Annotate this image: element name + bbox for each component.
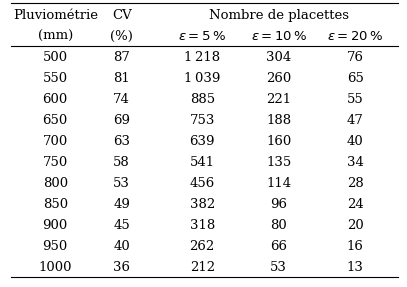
Text: 382: 382 (190, 198, 215, 211)
Text: 639: 639 (190, 135, 215, 148)
Text: 66: 66 (270, 240, 287, 253)
Text: 304: 304 (266, 51, 291, 64)
Text: Nombre de placettes: Nombre de placettes (209, 9, 349, 22)
Text: 1000: 1000 (39, 261, 72, 274)
Text: 69: 69 (113, 114, 130, 127)
Text: 36: 36 (113, 261, 130, 274)
Text: 81: 81 (113, 72, 130, 85)
Text: 850: 850 (43, 198, 68, 211)
Text: (mm): (mm) (37, 30, 73, 43)
Text: 63: 63 (113, 135, 130, 148)
Text: 950: 950 (43, 240, 68, 253)
Text: Pluviométrie: Pluviométrie (13, 9, 98, 22)
Text: 114: 114 (266, 177, 291, 190)
Text: 13: 13 (347, 261, 364, 274)
Text: CV: CV (112, 9, 131, 22)
Text: 262: 262 (190, 240, 215, 253)
Text: 550: 550 (43, 72, 68, 85)
Text: 87: 87 (113, 51, 130, 64)
Text: 600: 600 (43, 93, 68, 106)
Text: 49: 49 (113, 198, 130, 211)
Text: 28: 28 (347, 177, 363, 190)
Text: 24: 24 (347, 198, 363, 211)
Text: 96: 96 (270, 198, 287, 211)
Text: 1 218: 1 218 (184, 51, 220, 64)
Text: 753: 753 (190, 114, 215, 127)
Text: 456: 456 (190, 177, 215, 190)
Text: 20: 20 (347, 219, 363, 232)
Text: 650: 650 (43, 114, 68, 127)
Text: 16: 16 (347, 240, 364, 253)
Text: 500: 500 (43, 51, 68, 64)
Text: 900: 900 (43, 219, 68, 232)
Text: 885: 885 (190, 93, 215, 106)
Text: 541: 541 (190, 156, 215, 169)
Text: 800: 800 (43, 177, 68, 190)
Text: 80: 80 (270, 219, 287, 232)
Text: 40: 40 (113, 240, 130, 253)
Text: $\varepsilon = 10\,\%$: $\varepsilon = 10\,\%$ (251, 30, 307, 43)
Text: $\varepsilon = 20\,\%$: $\varepsilon = 20\,\%$ (327, 30, 383, 43)
Text: 135: 135 (266, 156, 291, 169)
Text: 34: 34 (347, 156, 364, 169)
Text: 58: 58 (113, 156, 130, 169)
Text: 65: 65 (347, 72, 364, 85)
Text: 221: 221 (266, 93, 291, 106)
Text: 1 039: 1 039 (184, 72, 221, 85)
Text: 188: 188 (266, 114, 291, 127)
Text: 76: 76 (347, 51, 364, 64)
Text: 40: 40 (347, 135, 363, 148)
Text: 74: 74 (113, 93, 130, 106)
Text: 212: 212 (190, 261, 215, 274)
Text: 318: 318 (190, 219, 215, 232)
Text: 700: 700 (43, 135, 68, 148)
Text: (%): (%) (110, 30, 133, 43)
Text: 260: 260 (266, 72, 291, 85)
Text: 47: 47 (347, 114, 364, 127)
Text: 53: 53 (270, 261, 287, 274)
Text: $\varepsilon = 5\,\%$: $\varepsilon = 5\,\%$ (178, 30, 226, 43)
Text: 750: 750 (43, 156, 68, 169)
Text: 160: 160 (266, 135, 291, 148)
Text: 53: 53 (113, 177, 130, 190)
Text: 45: 45 (113, 219, 130, 232)
Text: 55: 55 (347, 93, 363, 106)
